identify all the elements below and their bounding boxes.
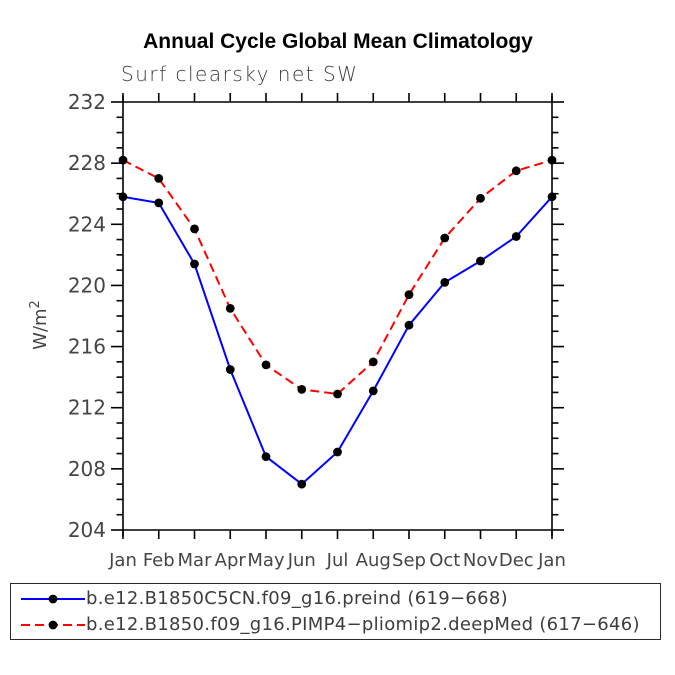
x-tick-label: Nov: [463, 550, 498, 571]
data-point-marker: [261, 452, 271, 461]
data-point-marker: [404, 320, 414, 330]
chart-subtitle: Surf clearsky net SW: [121, 62, 359, 86]
x-tick-label: Jan: [537, 550, 566, 571]
x-tick-label: Jul: [326, 550, 349, 571]
legend-line-sample: [21, 620, 85, 629]
y-tick-label: 216: [68, 335, 106, 359]
data-point-marker: [440, 233, 450, 243]
x-tick-label: Sep: [392, 550, 426, 571]
y-axis-label: W/m2: [28, 300, 51, 350]
data-point-marker: [333, 389, 342, 399]
legend-line-sample: [21, 594, 85, 603]
x-tick-label: May: [247, 550, 285, 571]
x-tick-label: Dec: [499, 550, 534, 571]
data-point-marker: [368, 357, 378, 367]
data-point-marker: [547, 192, 557, 202]
data-point-marker: [190, 224, 199, 234]
series-line-0: [122, 195, 553, 486]
chart-title: Annual Cycle Global Mean Climatology: [143, 30, 533, 53]
data-point-marker: [225, 365, 235, 374]
x-tick-label: Jan: [108, 550, 137, 571]
chart-legend: b.e12.B1850C5CN.f09_g16.preind (619−668)…: [10, 583, 661, 640]
data-point-marker: [297, 479, 307, 489]
legend-label: b.e12.B1850C5CN.f09_g16.preind (619−668): [86, 588, 508, 609]
legend-marker-icon: [48, 620, 58, 629]
x-tick-label: Aug: [356, 550, 391, 571]
legend-marker-icon: [48, 594, 58, 603]
data-point-marker: [154, 174, 164, 183]
x-tick-label: Oct: [429, 550, 460, 571]
legend-label: b.e12.B1850.f09_g16.PIMP4−pliomip2.deepM…: [86, 614, 640, 635]
y-tick-label: 232: [68, 90, 106, 114]
data-point-marker: [118, 192, 128, 202]
data-point-marker: [154, 198, 164, 208]
data-point-marker: [297, 385, 307, 394]
legend-item: b.e12.B1850C5CN.f09_g16.preind (619−668): [11, 586, 660, 612]
data-point-marker: [118, 155, 128, 165]
y-tick-label: 208: [68, 457, 106, 481]
data-point-marker: [547, 155, 557, 165]
x-tick-label: Feb: [143, 550, 175, 571]
y-tick-label: 224: [68, 212, 106, 236]
y-tick-label: 212: [68, 396, 106, 420]
data-point-marker: [333, 447, 342, 457]
x-tick-label: Apr: [215, 550, 247, 571]
series-line-1: [122, 159, 553, 396]
data-point-marker: [440, 278, 450, 287]
data-point-marker: [511, 232, 521, 241]
y-tick-label: 220: [68, 273, 106, 297]
data-point-marker: [476, 193, 485, 203]
data-point-marker: [368, 386, 378, 396]
data-point-marker: [476, 256, 485, 266]
data-point-marker: [190, 259, 199, 269]
legend-item: b.e12.B1850.f09_g16.PIMP4−pliomip2.deepM…: [11, 612, 660, 638]
data-point-marker: [225, 304, 235, 313]
data-point-marker: [404, 290, 414, 299]
x-tick-label: Mar: [178, 550, 213, 571]
y-tick-label: 228: [68, 151, 106, 175]
x-tick-label: Jun: [287, 550, 316, 571]
data-point-marker: [511, 166, 521, 176]
y-tick-label: 204: [68, 518, 106, 542]
data-point-marker: [261, 360, 271, 370]
